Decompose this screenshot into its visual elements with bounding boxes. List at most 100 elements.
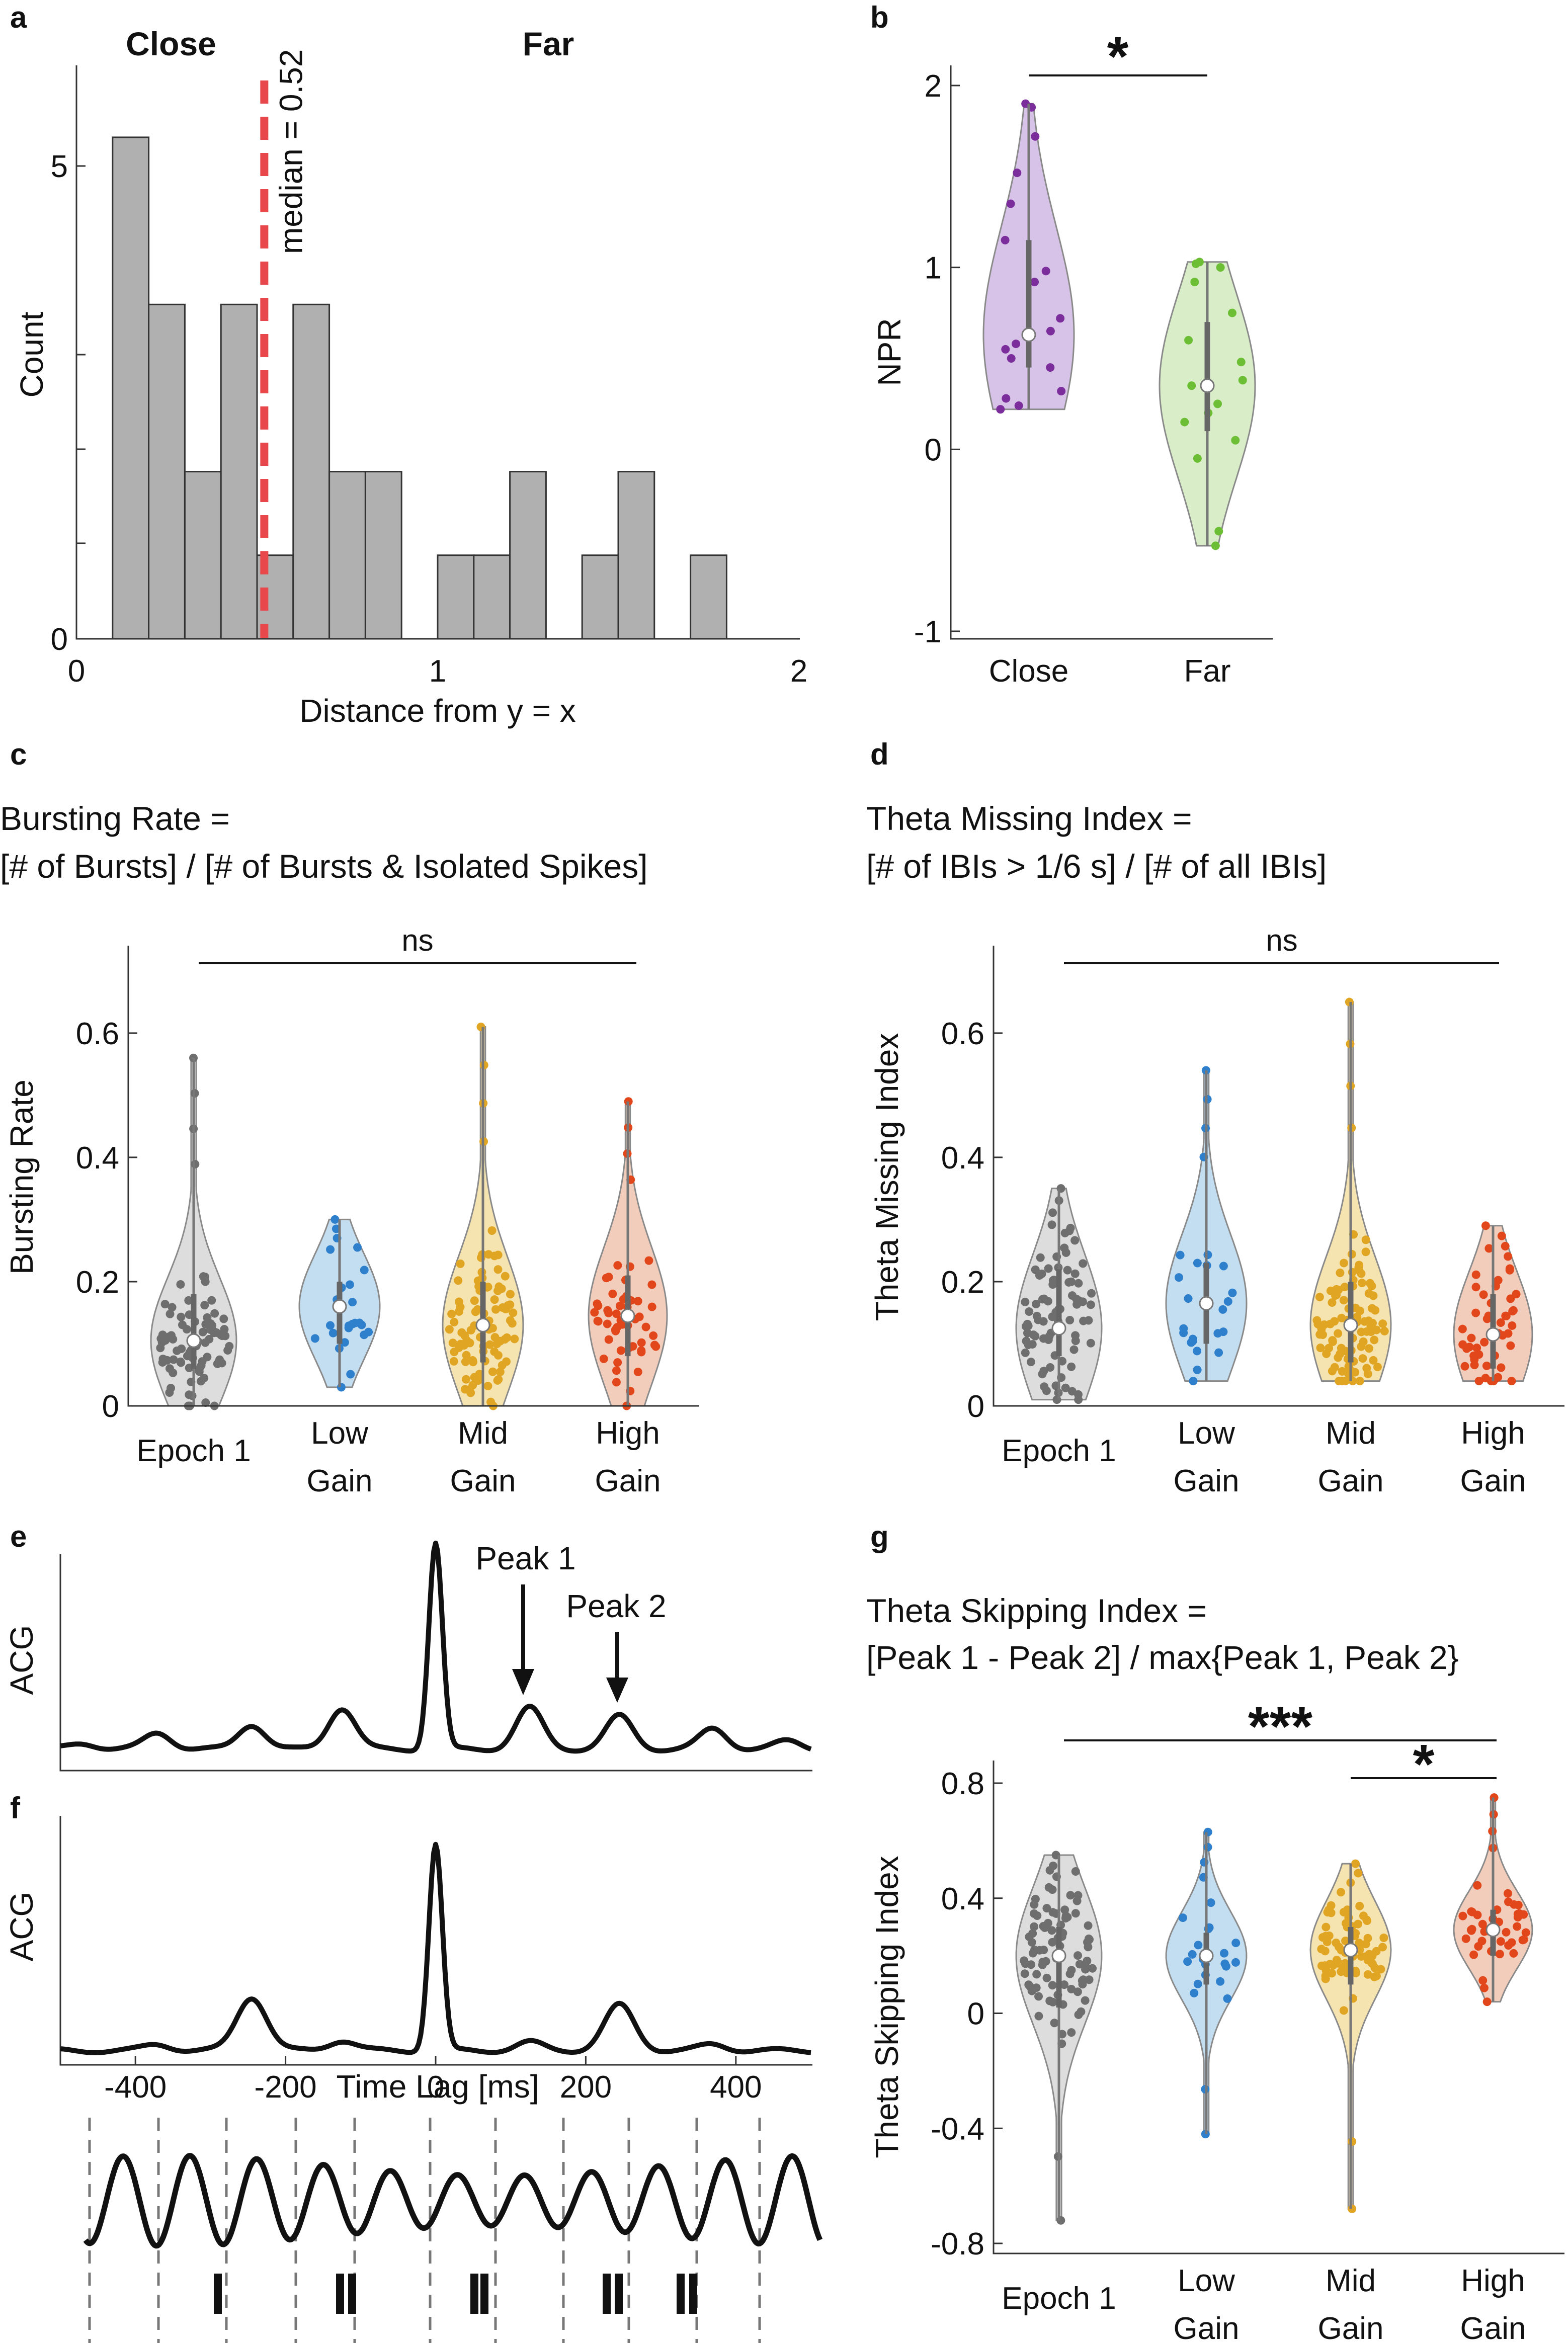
data-point bbox=[612, 1309, 621, 1318]
data-point bbox=[1038, 1960, 1047, 1969]
data-point bbox=[1502, 1311, 1511, 1320]
data-point bbox=[1065, 1226, 1074, 1235]
data-point bbox=[1041, 267, 1050, 276]
data-point bbox=[1348, 2137, 1357, 2146]
data-point bbox=[1466, 1926, 1475, 1935]
data-point bbox=[1074, 1390, 1083, 1399]
xtick-label: Low bbox=[1178, 1416, 1235, 1451]
data-point bbox=[611, 1326, 620, 1335]
ytick-label: 0.6 bbox=[941, 1017, 984, 1051]
data-point bbox=[1070, 1236, 1080, 1245]
data-point bbox=[996, 405, 1005, 414]
data-point bbox=[1238, 376, 1247, 385]
data-point bbox=[462, 1351, 471, 1360]
data-point bbox=[1046, 1363, 1055, 1372]
data-point bbox=[1047, 1220, 1056, 1229]
data-point bbox=[604, 1335, 613, 1344]
y-axis-label: NPR bbox=[871, 318, 907, 386]
ytick-label: 0.8 bbox=[941, 1767, 984, 1801]
median-marker bbox=[1051, 1948, 1066, 1963]
histogram-bar bbox=[690, 554, 727, 640]
data-point bbox=[1023, 1319, 1032, 1328]
data-point bbox=[498, 1361, 507, 1370]
xtick-label: Gain bbox=[1174, 1464, 1240, 1498]
data-point bbox=[1380, 1326, 1389, 1335]
data-point bbox=[647, 1280, 656, 1289]
data-point bbox=[594, 1301, 603, 1310]
data-point bbox=[1188, 1950, 1197, 1959]
data-point bbox=[1046, 326, 1055, 336]
data-point bbox=[484, 1250, 493, 1259]
data-point bbox=[1187, 381, 1196, 390]
xtick-label: Gain bbox=[450, 1464, 516, 1498]
data-point bbox=[1469, 1950, 1478, 1959]
data-point bbox=[1496, 1318, 1505, 1327]
data-point bbox=[1495, 1950, 1504, 1959]
data-point bbox=[1042, 1904, 1051, 1913]
data-point bbox=[1363, 1934, 1372, 1943]
xtick-label: Gain bbox=[307, 1464, 373, 1498]
data-point bbox=[1028, 1929, 1037, 1938]
data-point bbox=[1337, 1313, 1346, 1322]
data-point bbox=[456, 1259, 465, 1268]
data-point bbox=[1179, 1324, 1188, 1333]
data-point bbox=[1482, 1997, 1492, 2006]
data-point bbox=[615, 1301, 624, 1310]
data-point bbox=[1039, 1922, 1048, 1931]
data-point bbox=[169, 1368, 178, 1377]
data-point bbox=[1042, 1973, 1051, 1982]
ytick-label: 0 bbox=[102, 1389, 119, 1424]
data-point bbox=[1025, 1307, 1034, 1316]
median-marker bbox=[1051, 1321, 1066, 1336]
panel-g: Theta Skipping Index = [Peak 1 - Peak 2]… bbox=[866, 1592, 1564, 2343]
data-point bbox=[465, 1385, 474, 1394]
y-axis-label: Theta Skipping Index bbox=[869, 1856, 905, 2158]
data-point bbox=[1364, 1289, 1373, 1298]
data-point bbox=[1190, 278, 1199, 287]
data-point bbox=[508, 1319, 517, 1328]
x-labels: Epoch 1 Low Gain Mid Gain High Gain bbox=[136, 1416, 661, 1498]
data-point bbox=[1365, 1279, 1374, 1288]
data-point bbox=[1024, 1341, 1033, 1350]
data-point bbox=[1467, 1907, 1476, 1916]
xtick-label: High bbox=[596, 1416, 660, 1451]
data-point bbox=[1313, 1319, 1323, 1328]
data-point bbox=[1035, 1271, 1044, 1280]
data-point bbox=[196, 1377, 205, 1386]
data-point bbox=[360, 1266, 369, 1275]
y-ticks: -0.8 -0.4 0 0.4 0.8 bbox=[931, 1767, 1003, 2262]
lfp-trace bbox=[83, 2153, 823, 2249]
ytick-label: 1 bbox=[925, 251, 942, 286]
data-point bbox=[1512, 1290, 1521, 1299]
data-point bbox=[166, 1309, 175, 1318]
data-point bbox=[177, 1312, 186, 1321]
data-point bbox=[178, 1320, 187, 1329]
data-point bbox=[1188, 1336, 1197, 1346]
histogram-bar bbox=[328, 471, 366, 640]
data-point bbox=[1478, 1976, 1488, 1985]
data-point bbox=[493, 1265, 503, 1274]
xtick-label: Mid bbox=[458, 1416, 508, 1451]
data-point bbox=[1372, 1325, 1381, 1334]
data-point bbox=[1057, 387, 1066, 396]
x-axis-label: Distance from y = x bbox=[299, 693, 576, 729]
data-point bbox=[348, 1319, 357, 1328]
y-axis-label: Bursting Rate bbox=[4, 1079, 40, 1275]
data-point bbox=[1030, 1922, 1039, 1931]
data-point bbox=[637, 1338, 646, 1347]
data-point bbox=[510, 1334, 519, 1344]
data-point bbox=[188, 1391, 197, 1400]
data-point bbox=[468, 1358, 477, 1367]
data-point bbox=[1364, 1316, 1373, 1325]
data-point bbox=[1050, 2019, 1059, 2028]
data-point bbox=[1355, 1261, 1364, 1270]
data-point bbox=[1322, 1922, 1331, 1932]
data-point bbox=[158, 1355, 168, 1364]
data-point bbox=[1231, 436, 1240, 445]
data-point bbox=[203, 1353, 212, 1362]
data-point bbox=[1354, 1869, 1363, 1878]
data-point bbox=[1032, 1311, 1041, 1320]
data-point bbox=[1504, 1252, 1513, 1261]
x-ticks: -400 -200 0 200 400 bbox=[104, 2056, 762, 2105]
data-point bbox=[331, 1215, 340, 1224]
